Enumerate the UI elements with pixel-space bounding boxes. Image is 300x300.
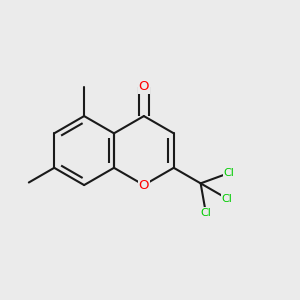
Text: Cl: Cl [221, 194, 233, 203]
Text: O: O [139, 80, 149, 93]
Text: Cl: Cl [200, 208, 211, 218]
Text: Cl: Cl [224, 168, 235, 178]
Text: O: O [139, 178, 149, 192]
